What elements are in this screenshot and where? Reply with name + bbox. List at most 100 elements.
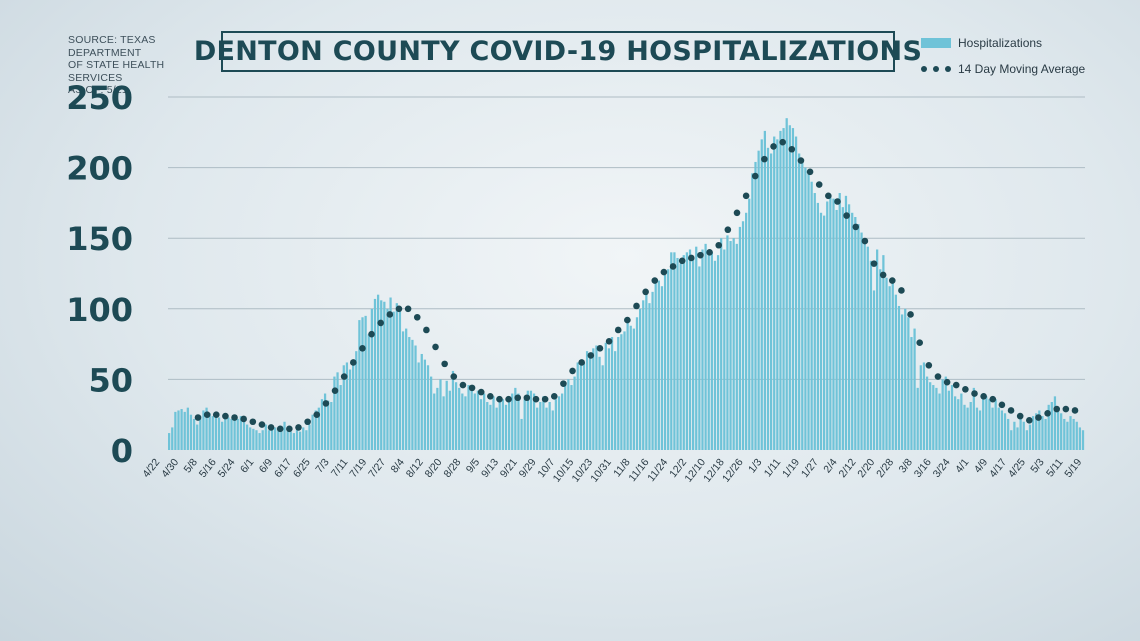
bar bbox=[589, 353, 592, 450]
bar bbox=[489, 404, 492, 450]
bar bbox=[579, 365, 582, 450]
bar bbox=[869, 260, 873, 450]
moving-average-point bbox=[898, 287, 905, 294]
bar bbox=[885, 277, 888, 450]
x-tick-label: 7/19 bbox=[347, 456, 369, 480]
moving-average-point bbox=[989, 395, 997, 403]
bar bbox=[982, 393, 985, 450]
bar bbox=[863, 241, 866, 450]
bar bbox=[932, 385, 935, 450]
bar bbox=[389, 297, 392, 450]
bar bbox=[648, 303, 651, 450]
bar bbox=[551, 410, 554, 450]
bar bbox=[317, 407, 320, 450]
bar bbox=[180, 409, 183, 450]
bar bbox=[536, 407, 539, 450]
moving-average-point bbox=[368, 330, 375, 338]
bar bbox=[430, 376, 433, 450]
bar bbox=[698, 266, 701, 450]
bar bbox=[545, 407, 548, 450]
bar bbox=[879, 269, 882, 450]
bar bbox=[751, 173, 754, 450]
legend-label-hospitalizations: Hospitalizations bbox=[958, 36, 1043, 50]
bar bbox=[242, 421, 246, 450]
moving-average-point bbox=[477, 388, 485, 396]
x-tick-label: 8/28 bbox=[441, 456, 463, 480]
x-tick-label: 1/19 bbox=[780, 456, 802, 480]
bar bbox=[876, 249, 879, 450]
bar bbox=[919, 365, 922, 450]
bar bbox=[735, 243, 738, 450]
bar bbox=[1078, 427, 1082, 450]
bar bbox=[483, 393, 486, 450]
bar bbox=[211, 416, 214, 450]
x-tick-label: 2/12 bbox=[837, 456, 859, 480]
bar bbox=[261, 430, 264, 450]
bar bbox=[944, 376, 947, 450]
bar bbox=[888, 286, 891, 450]
bar bbox=[492, 396, 495, 450]
moving-average-point bbox=[267, 424, 275, 431]
bar bbox=[720, 238, 723, 450]
moving-average-point bbox=[834, 198, 841, 205]
bar bbox=[969, 401, 972, 450]
bar bbox=[367, 334, 370, 450]
bar bbox=[302, 427, 305, 450]
bar bbox=[1069, 416, 1072, 450]
bar bbox=[835, 209, 838, 450]
bar bbox=[1053, 396, 1057, 450]
moving-average-point bbox=[532, 395, 540, 403]
bar-series bbox=[168, 118, 1085, 451]
bar bbox=[495, 407, 498, 450]
bar bbox=[286, 430, 289, 450]
bar bbox=[408, 337, 411, 450]
bar bbox=[383, 301, 386, 450]
x-tick-label: 5/19 bbox=[1062, 456, 1084, 480]
bar bbox=[370, 308, 373, 450]
moving-average-point bbox=[852, 223, 860, 231]
chart-title-box: DENTON COUNTY COVID-19 HOSPITALIZATIONS bbox=[194, 31, 922, 72]
bar bbox=[1047, 404, 1050, 450]
bar bbox=[950, 385, 954, 450]
bar bbox=[654, 283, 657, 450]
moving-average-point bbox=[843, 212, 850, 219]
bar bbox=[168, 433, 171, 450]
moving-average-point bbox=[925, 361, 933, 369]
bar bbox=[405, 328, 408, 450]
chart-legend: Hospitalizations 14 Day Moving Average bbox=[921, 30, 1085, 82]
y-tick-label: 150 bbox=[66, 220, 133, 258]
x-axis-ticks: 4/224/30 5/85/165/24 6/1 6/96/176/25 7/37/11… bbox=[140, 456, 1084, 484]
bar bbox=[938, 393, 941, 450]
bar bbox=[1063, 418, 1066, 450]
bar bbox=[994, 399, 997, 450]
moving-average-point bbox=[1035, 414, 1042, 421]
bar bbox=[208, 413, 211, 450]
moving-average-point bbox=[1053, 405, 1061, 413]
bar bbox=[205, 407, 208, 450]
x-tick-label: 6/1 bbox=[238, 456, 257, 475]
bar bbox=[1038, 410, 1041, 450]
bar bbox=[224, 416, 227, 450]
bar bbox=[539, 401, 542, 450]
bar bbox=[638, 308, 642, 450]
bar bbox=[345, 362, 349, 450]
bar bbox=[411, 339, 414, 450]
bar bbox=[610, 337, 614, 450]
bar bbox=[614, 351, 617, 450]
moving-average-point bbox=[450, 373, 458, 380]
moving-average-point bbox=[468, 384, 476, 392]
bar bbox=[582, 362, 586, 450]
bar bbox=[785, 118, 788, 451]
x-tick-label: 5/24 bbox=[216, 456, 238, 480]
bar bbox=[439, 379, 442, 450]
y-tick-label: 100 bbox=[66, 291, 133, 329]
bar bbox=[311, 414, 314, 450]
bar bbox=[673, 252, 676, 450]
bar bbox=[511, 393, 514, 450]
bar bbox=[844, 195, 848, 450]
moving-average-point bbox=[1016, 412, 1024, 420]
bar bbox=[635, 317, 639, 450]
moving-average-point bbox=[825, 192, 832, 200]
x-tick-label: 7/27 bbox=[366, 456, 388, 480]
